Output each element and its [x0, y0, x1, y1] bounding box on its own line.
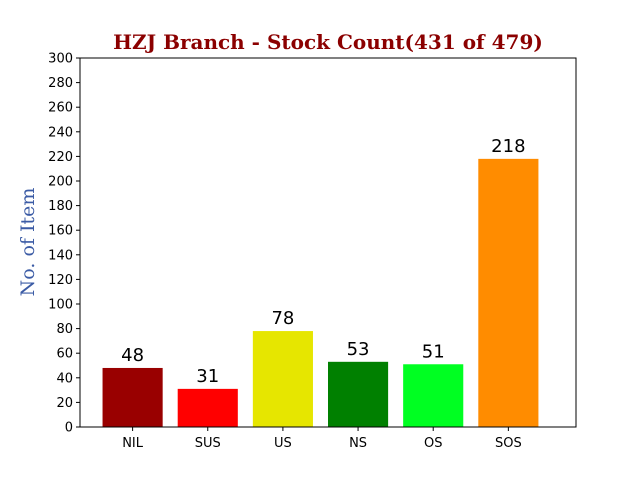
x-tick-label-sus: SUS: [195, 436, 221, 451]
y-tick-label: 180: [48, 199, 73, 214]
data-label-sus: 31: [196, 366, 219, 387]
y-tick-label: 100: [48, 298, 73, 313]
y-tick-label: 300: [48, 52, 73, 67]
y-tick-label: 160: [48, 224, 73, 239]
y-tick-label: 20: [56, 396, 73, 411]
y-tick-label: 40: [56, 371, 73, 386]
bar-sus: [177, 388, 238, 427]
x-tick-label-us: US: [274, 436, 292, 451]
x-tick-label-sos: SOS: [495, 436, 522, 451]
bar-us: [252, 331, 313, 427]
y-tick-label: 240: [48, 125, 73, 140]
bar-nil: [102, 367, 163, 427]
y-tick-label: 260: [48, 101, 73, 116]
y-tick-label: 220: [48, 150, 73, 165]
data-label-os: 51: [422, 341, 445, 362]
data-label-sos: 218: [491, 136, 525, 157]
data-label-nil: 48: [121, 345, 144, 366]
bar-sos: [478, 158, 539, 428]
y-tick-label: 120: [48, 273, 73, 288]
bars-group: 48 31 78 53 51 218: [102, 136, 539, 428]
bar-os: [403, 364, 464, 427]
y-tick-label: 200: [48, 175, 73, 190]
x-tick-label-os: OS: [424, 436, 442, 451]
data-label-us: 78: [271, 308, 294, 329]
y-tick-label: 60: [56, 347, 73, 362]
y-tick-label: 280: [48, 76, 73, 91]
x-axis-ticks: NIL SUS US NS OS SOS: [122, 427, 522, 451]
y-axis-label: No. of Item: [17, 188, 39, 297]
plot-area-frame: [79, 57, 577, 428]
data-label-ns: 53: [347, 339, 370, 360]
y-tick-label: 0: [65, 421, 73, 436]
y-axis-ticks: 0 20 40 60 80 100 120 140 160 180 200 220 240 260 280 3…: [48, 52, 80, 436]
bar-ns: [328, 361, 389, 427]
y-tick-label: 140: [48, 248, 73, 263]
chart-title: HZJ Branch - Stock Count(431 of 479): [113, 30, 543, 54]
x-tick-label-nil: NIL: [122, 436, 144, 451]
y-tick-label: 80: [56, 322, 73, 337]
x-tick-label-ns: NS: [349, 436, 367, 451]
